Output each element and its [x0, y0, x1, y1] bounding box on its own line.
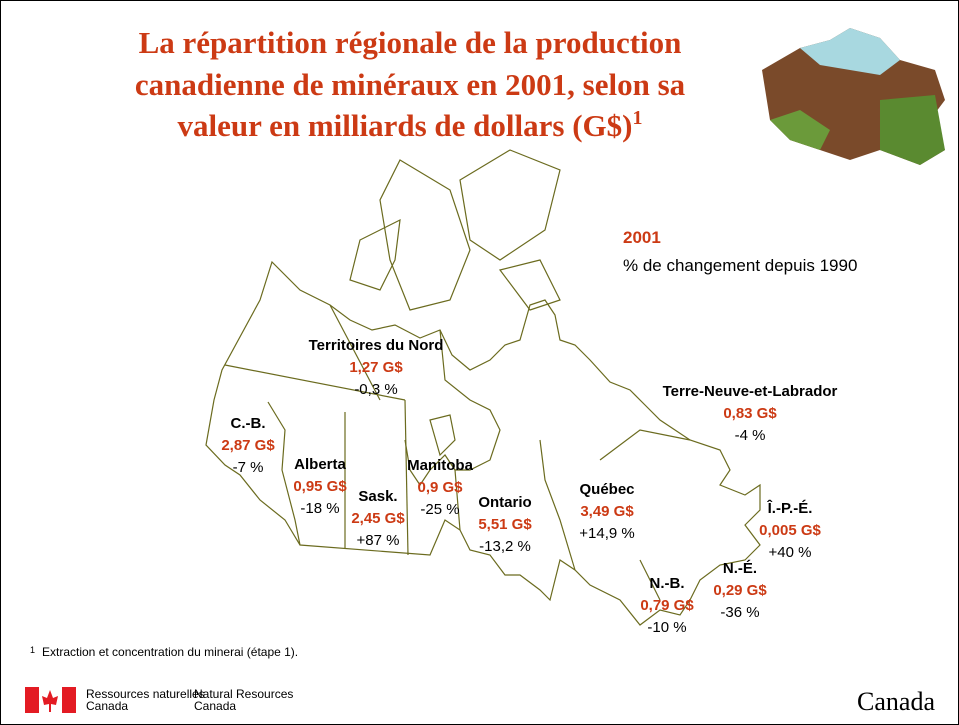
- region-change: -25 %: [420, 501, 459, 518]
- region-name: Terre-Neuve-et-Labrador: [663, 383, 838, 400]
- title-line: La répartition régionale de la productio…: [139, 25, 682, 60]
- slide: La répartition régionale de la productio…: [0, 0, 959, 725]
- region-change: +87 %: [357, 532, 400, 549]
- footer-fr: Canada: [86, 699, 128, 713]
- region-name: Alberta: [294, 456, 346, 473]
- region-value: 0,005 G$: [759, 522, 821, 539]
- region-change: -4 %: [735, 427, 766, 444]
- region-name: Ontario: [478, 494, 531, 511]
- region-change: +14,9 %: [579, 525, 634, 542]
- region-change: -18 %: [300, 500, 339, 517]
- region-value: 0,9 G$: [417, 479, 463, 496]
- region-name: N.-É.: [723, 560, 757, 577]
- region-change: +40 %: [769, 544, 812, 561]
- region-value: 0,29 G$: [713, 582, 767, 599]
- region-change: -13,2 %: [479, 538, 531, 555]
- region-name: Î.-P.-É.: [767, 499, 813, 517]
- region-change: -10 %: [647, 619, 686, 636]
- region-name: Territoires du Nord: [309, 337, 444, 354]
- region-value: 0,95 G$: [293, 478, 347, 495]
- region-value: 3,49 G$: [580, 503, 634, 520]
- title-line: valeur en milliards de dollars (G$)1: [178, 107, 643, 143]
- region-name: N.-B.: [650, 575, 685, 592]
- footer-en: Canada: [194, 699, 236, 713]
- region-name: Sask.: [358, 488, 397, 505]
- title: La répartition régionale de la productio…: [135, 25, 686, 143]
- title-line: canadienne de minéraux en 2001, selon sa: [135, 67, 686, 102]
- region-value: 2,45 G$: [351, 510, 405, 527]
- region-change: -7 %: [233, 459, 264, 476]
- region-name: C.-B.: [231, 415, 266, 432]
- region-value: 0,79 G$: [640, 597, 694, 614]
- region-value: 1,27 G$: [349, 359, 403, 376]
- footnote-text: Extraction et concentration du minerai (…: [42, 645, 298, 659]
- region-name: Manitoba: [407, 457, 473, 474]
- region-value: 5,51 G$: [478, 516, 532, 533]
- region-change: -36 %: [720, 604, 759, 621]
- legend-value-caption: 2001: [623, 228, 661, 247]
- region-name: Québec: [579, 481, 634, 498]
- region-value: 0,83 G$: [723, 405, 777, 422]
- region-change: -0,3 %: [354, 381, 397, 398]
- footnote-mark: 1: [30, 645, 35, 655]
- legend-change-caption: % de changement depuis 1990: [623, 256, 857, 275]
- region-value: 2,87 G$: [221, 437, 275, 454]
- canada-wordmark: Canada: [857, 687, 935, 716]
- title-note-mark: 1: [632, 107, 642, 129]
